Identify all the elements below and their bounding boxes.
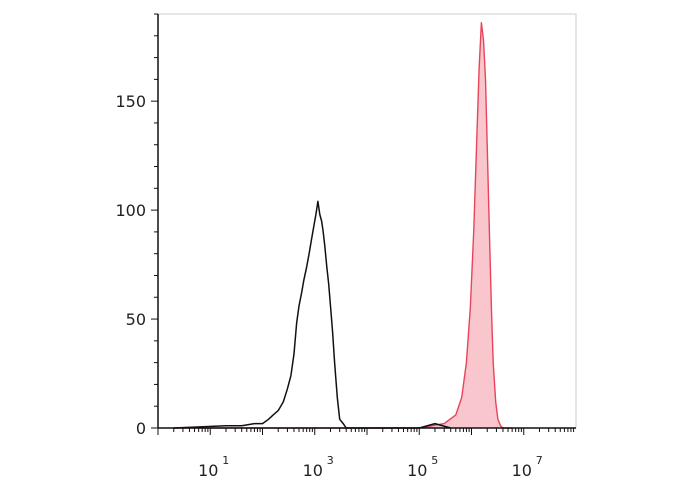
x-tick-label: 10 [407, 461, 427, 480]
x-tick-exponent: 3 [327, 454, 334, 467]
y-tick-label: 100 [115, 201, 146, 220]
series-area-outline [173, 22, 513, 429]
y-tick-label: 50 [126, 310, 146, 329]
series-line [173, 200, 451, 429]
axes-layer: 0 50 100 150 10 1 10 3 10 5 10 7 [115, 13, 576, 480]
y-tick-label: 0 [136, 419, 146, 438]
x-tick-label: 10 [303, 461, 323, 480]
x-tick-exponent: 1 [222, 454, 229, 467]
x-tick-label: 10 [198, 461, 218, 480]
series-layer [173, 22, 513, 429]
y-tick-label: 150 [115, 92, 146, 111]
x-tick-exponent: 7 [536, 454, 543, 467]
series-area-fill [173, 22, 513, 428]
x-tick-label: 10 [512, 461, 532, 480]
x-tick-exponent: 5 [431, 454, 438, 467]
